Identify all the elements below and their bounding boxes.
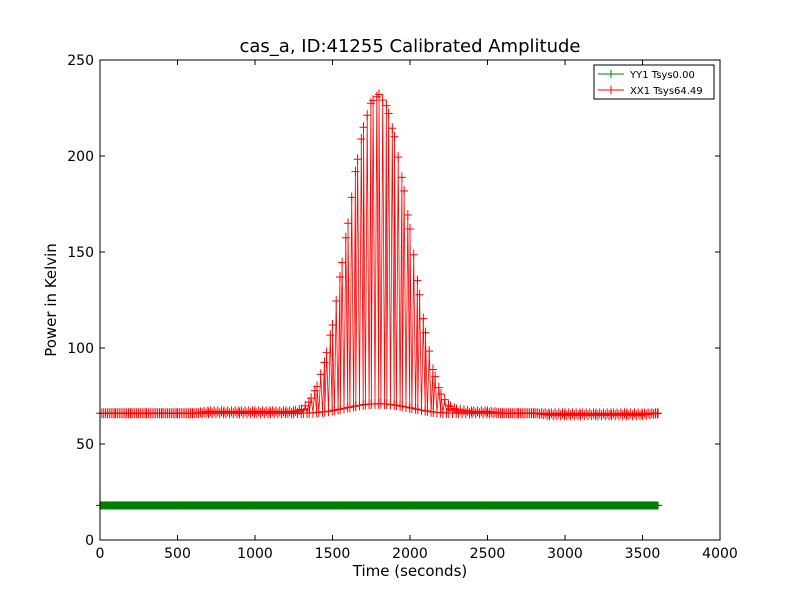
- data-point-xx1: [326, 330, 335, 341]
- data-point-xx1: [339, 403, 348, 414]
- x-tick-label: 3000: [547, 546, 583, 562]
- data-point-xx1: [341, 232, 350, 243]
- data-point-xx1: [419, 313, 428, 324]
- data-point-xx1: [378, 95, 387, 106]
- x-tick-label: 500: [164, 546, 191, 562]
- data-point-xx1: [425, 346, 434, 357]
- legend: YY1 Tsys0.00 XX1 Tsys64.49: [593, 64, 715, 100]
- data-point-xx1: [359, 122, 368, 133]
- data-point-xx1: [428, 364, 437, 375]
- data-point-xx1: [351, 400, 360, 411]
- series-yy1-band: [100, 501, 658, 510]
- data-point-xx1: [335, 272, 344, 283]
- data-point-xx1: [407, 403, 416, 414]
- data-point-xx1: [431, 371, 440, 382]
- data-point-xx1: [382, 100, 391, 111]
- data-point-xx1: [397, 172, 406, 183]
- series-xx1: [96, 89, 662, 421]
- data-point-xx1: [421, 327, 430, 338]
- x-tick-label: 0: [96, 546, 105, 562]
- x-tick-label: 1000: [237, 546, 273, 562]
- x-tick-label: 2500: [470, 546, 506, 562]
- data-point-xx1: [330, 405, 339, 416]
- data-point-xx1: [332, 295, 341, 306]
- data-point-xx1: [409, 249, 418, 260]
- data-point-xx1: [434, 382, 443, 393]
- data-point-xx1: [344, 218, 352, 229]
- data-point-xx1: [375, 89, 383, 100]
- legend-label-yy1: YY1 Tsys0.00: [629, 70, 695, 81]
- x-axis-label: Time (seconds): [352, 562, 468, 580]
- x-tick-label: 3500: [625, 546, 661, 562]
- data-point-xx1: [413, 275, 422, 286]
- data-point-xx1: [357, 134, 366, 145]
- data-point-xx1: [363, 110, 372, 121]
- data-point-xx1: [401, 401, 410, 412]
- data-point-xx1: [388, 123, 397, 134]
- data-point-xx1: [328, 319, 337, 330]
- data-point-xx1: [415, 289, 424, 300]
- x-tick-label: 1500: [315, 546, 351, 562]
- x-tick-label: 4000: [702, 546, 738, 562]
- data-point-xx1: [394, 152, 403, 163]
- data-point-xx1: [307, 393, 316, 404]
- data-point-xx1: [313, 381, 321, 392]
- y-axis-label: Power in Kelvin: [42, 243, 60, 357]
- series-yy1: [96, 501, 662, 510]
- legend-marker-yy1: [607, 70, 615, 78]
- y-tick-label: 250: [67, 53, 94, 69]
- data-point-xx1: [446, 401, 455, 412]
- data-point-xx1: [353, 154, 362, 165]
- data-point-xx1: [336, 404, 345, 415]
- y-tick-label: 150: [67, 245, 94, 261]
- y-tick-label: 50: [76, 437, 94, 453]
- chart-title: cas_a, ID:41255 Calibrated Amplitude: [240, 36, 581, 57]
- data-point-xx1: [351, 166, 360, 177]
- data-point-xx1: [322, 347, 331, 358]
- data-point-xx1: [320, 406, 329, 417]
- legend-marker-xx1: [607, 86, 615, 94]
- data-point-xx1: [384, 108, 393, 119]
- data-point-xx1: [392, 400, 401, 411]
- data-point-xx1: [403, 209, 412, 220]
- data-point-xx1: [338, 257, 347, 268]
- data-point-xx1: [291, 405, 300, 416]
- data-point-xx1: [400, 186, 409, 197]
- data-point-xx1: [413, 404, 422, 415]
- x-tick-label: 2000: [392, 546, 428, 562]
- y-tick-label: 100: [67, 341, 94, 357]
- axes-ticks: 0 500 1000 1500 2000 2500 3000 3500 4000: [96, 59, 738, 562]
- data-point-xx1: [398, 401, 407, 412]
- data-point-xx1: [355, 400, 364, 411]
- data-point-xx1: [390, 131, 399, 142]
- plot-area: 0 50 100 150 200 250: [67, 53, 662, 549]
- legend-label-xx1: XX1 Tsys64.49: [630, 86, 703, 97]
- data-point-xx1: [440, 394, 449, 405]
- data-point-xx1: [345, 402, 354, 413]
- data-point-xx1: [406, 223, 414, 234]
- y-tick-label: 0: [85, 533, 94, 549]
- data-point-xx1: [417, 405, 426, 416]
- legend-box: [593, 64, 715, 100]
- data-point-xx1: [437, 389, 445, 400]
- data-point-xx1: [347, 192, 356, 203]
- data-point-xx1: [654, 408, 662, 419]
- data-point-xx1: [316, 369, 325, 380]
- data-point-xx1: [320, 357, 329, 368]
- y-tick-label: 200: [67, 149, 94, 165]
- data-point-xx1: [423, 406, 432, 417]
- data-point-xx1: [324, 406, 333, 417]
